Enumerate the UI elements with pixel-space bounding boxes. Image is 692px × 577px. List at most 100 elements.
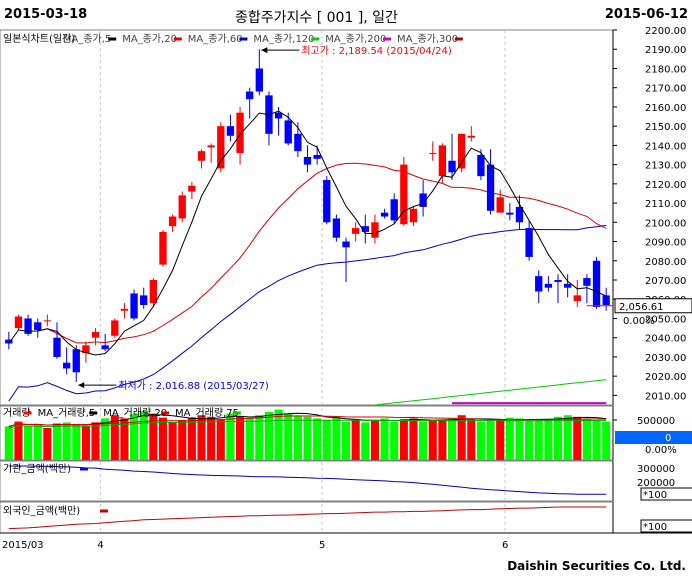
low-annotation: 최저가 : 2,016.88 (2015/03/27) bbox=[118, 380, 269, 392]
volume-bar bbox=[351, 420, 360, 460]
volume-bar bbox=[33, 424, 42, 460]
candle-body bbox=[380, 212, 389, 217]
price-legend-item: MA_종가,60 bbox=[188, 33, 243, 45]
volume-bar bbox=[534, 420, 543, 460]
candle-body bbox=[91, 331, 100, 338]
volume-bar bbox=[361, 422, 370, 460]
volume-bar bbox=[14, 421, 23, 460]
volume-change-label: 0.00% bbox=[645, 445, 677, 456]
candle-body bbox=[207, 145, 215, 148]
candle-body bbox=[168, 216, 177, 227]
price-ytick-label: 2050.00 bbox=[645, 314, 686, 325]
brand-footer: Daishin Securities Co. Ltd. bbox=[507, 559, 686, 573]
volume-bar bbox=[447, 418, 457, 460]
volume-bar bbox=[101, 418, 110, 460]
volume-bar bbox=[178, 420, 187, 460]
volume-bar bbox=[370, 420, 379, 460]
candle-body bbox=[274, 112, 283, 119]
volume-legend-item: MA_거래량,75 bbox=[175, 407, 239, 419]
foreign-legend-item: 외국인_금액(백만) bbox=[3, 505, 80, 517]
volume-bar bbox=[4, 426, 13, 460]
candle-body bbox=[332, 218, 341, 238]
candle-body bbox=[140, 295, 148, 305]
candle-body bbox=[457, 133, 466, 169]
candle-body bbox=[563, 283, 572, 288]
candle-body bbox=[342, 241, 350, 248]
volume-bar bbox=[62, 422, 71, 460]
ma20-line bbox=[37, 162, 607, 344]
volume-bar bbox=[255, 415, 264, 460]
volume-bar bbox=[457, 415, 466, 460]
volume-bar bbox=[72, 424, 81, 460]
volume-legend-item: 거래량 bbox=[3, 407, 31, 419]
candle-body bbox=[188, 185, 196, 192]
candle-body bbox=[236, 112, 244, 154]
volume-bar bbox=[486, 420, 495, 460]
candle-body bbox=[294, 133, 302, 152]
volume-bar bbox=[419, 421, 428, 460]
foreign-unit-label: *100 bbox=[643, 522, 667, 533]
candle-body bbox=[101, 345, 109, 350]
volume-bar bbox=[515, 418, 524, 460]
candle-body bbox=[111, 320, 119, 336]
candle-body bbox=[592, 260, 601, 307]
volume-bar bbox=[467, 419, 476, 460]
price-legend-item: MA_종가,20 bbox=[122, 33, 177, 45]
volume-bar bbox=[563, 415, 572, 460]
ma60-line bbox=[8, 224, 607, 402]
candle-body bbox=[429, 153, 437, 155]
candle-body bbox=[130, 293, 138, 319]
volume-bar bbox=[91, 422, 100, 460]
candle-body bbox=[226, 126, 235, 136]
candle-body bbox=[53, 337, 61, 357]
candle-body bbox=[419, 193, 427, 207]
candle-body bbox=[255, 68, 263, 92]
price-ytick-label: 2110.00 bbox=[645, 199, 686, 210]
price-legend-item: MA_종가,120 bbox=[253, 33, 314, 45]
volume-legend-item: MA_거래량,5 bbox=[38, 407, 96, 419]
candle-body bbox=[149, 280, 158, 304]
volume-bar bbox=[139, 411, 148, 460]
x-tick-label: 4 bbox=[97, 540, 103, 551]
volume-ma20-line bbox=[8, 415, 607, 427]
volume-bar bbox=[438, 420, 447, 460]
price-ytick-label: 2120.00 bbox=[645, 180, 686, 191]
volume-bar bbox=[226, 413, 235, 460]
volume-bar bbox=[409, 418, 418, 460]
candle-body bbox=[525, 228, 533, 257]
candle-body bbox=[409, 208, 418, 223]
candle-body bbox=[43, 320, 52, 322]
candle-body bbox=[303, 156, 312, 165]
price-ytick-label: 2100.00 bbox=[645, 218, 686, 229]
volume-bar bbox=[245, 418, 254, 460]
candle-body bbox=[62, 362, 71, 369]
x-tick-label: 6 bbox=[502, 540, 508, 551]
current-price-label: 2,056.61 bbox=[619, 302, 664, 313]
volume-bar bbox=[197, 415, 206, 460]
volume-ma75-line bbox=[8, 419, 607, 429]
volume-current-box bbox=[615, 431, 692, 444]
volume-bar bbox=[216, 419, 225, 460]
candle-body bbox=[178, 195, 186, 219]
price-ytick-label: 2070.00 bbox=[645, 276, 686, 287]
volume-bar bbox=[52, 423, 62, 460]
candle-body bbox=[515, 206, 524, 223]
price-legend-item: MA_종가,300 bbox=[397, 33, 458, 45]
candle-body bbox=[34, 322, 42, 330]
high-annotation: 최고가 : 2,189.54 (2015/04/24) bbox=[301, 45, 452, 57]
volume-bar bbox=[43, 428, 52, 460]
institution-line bbox=[8, 465, 607, 495]
candle-body bbox=[467, 135, 475, 138]
price-ytick-label: 2160.00 bbox=[645, 103, 686, 114]
candle-body bbox=[544, 283, 553, 288]
price-change-label: 0.00% bbox=[623, 316, 655, 327]
price-ytick-label: 2180.00 bbox=[645, 64, 686, 75]
volume-bar bbox=[284, 413, 293, 460]
candle-body bbox=[583, 278, 591, 286]
pane-frame-forg bbox=[0, 501, 614, 534]
institution-legend-item: 기관_금액(백만) bbox=[3, 463, 71, 475]
x-tick-label: 2015/03 bbox=[2, 540, 44, 551]
volume-bar bbox=[236, 416, 245, 460]
candle-body bbox=[506, 212, 514, 215]
